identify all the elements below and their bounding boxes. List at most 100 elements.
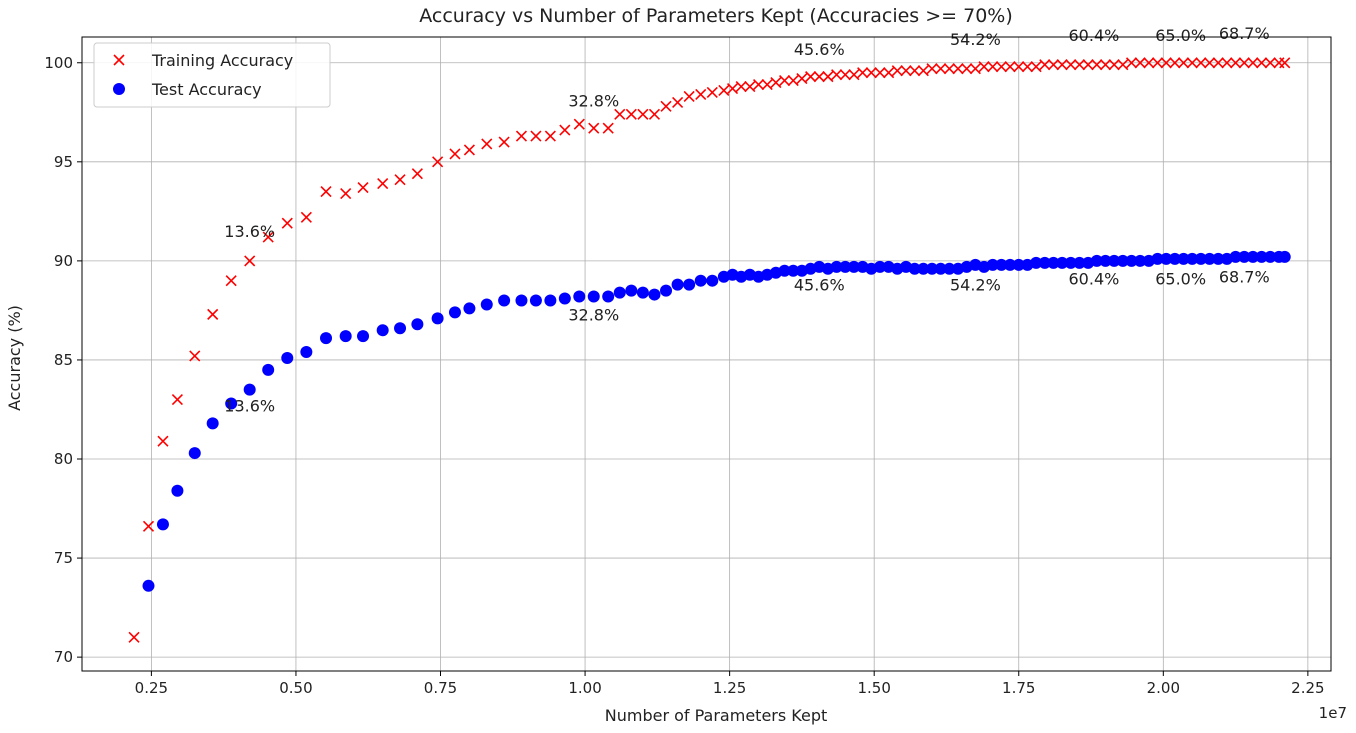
training-accuracy-point (891, 65, 903, 77)
training-accuracy-point (530, 130, 542, 142)
training-accuracy-point (883, 67, 895, 79)
y-tick-label: 70 (54, 648, 73, 666)
training-accuracy-point (544, 130, 556, 142)
annotation-label: 45.6% (794, 40, 845, 59)
test-accuracy-point (1278, 250, 1291, 263)
test-accuracy-point (411, 318, 424, 331)
training-accuracy-point (865, 67, 877, 79)
test-accuracy-point (1238, 250, 1251, 263)
annotation-label: 54.2% (950, 30, 1001, 49)
training-accuracy-point (787, 75, 799, 87)
training-accuracy-point (225, 275, 237, 287)
test-accuracy-point (357, 330, 370, 343)
legend-label-test: Test Accuracy (151, 80, 262, 99)
training-accuracy-point (1125, 57, 1138, 69)
training-accuracy-point (602, 122, 614, 134)
training-accuracy-point (588, 122, 600, 134)
test-accuracy-point (587, 290, 600, 303)
training-accuracy-point (320, 185, 332, 198)
training-accuracy-point (839, 69, 851, 81)
x-tick-label: 2.25 (1291, 679, 1324, 697)
training-accuracy-point (1047, 59, 1060, 71)
test-accuracy-point (1099, 254, 1112, 267)
x-tick-label: 0.25 (135, 679, 168, 697)
test-accuracy-point (300, 346, 313, 359)
test-accuracy-point (830, 260, 843, 273)
y-tick-label: 75 (54, 549, 73, 567)
test-accuracy-point (917, 262, 930, 275)
training-accuracy-point (1117, 59, 1129, 71)
plot-frame (81, 36, 1332, 672)
training-accuracy-point (752, 78, 765, 91)
training-accuracy-point (1264, 57, 1276, 69)
training-accuracy-point (995, 61, 1007, 73)
test-accuracy-point (847, 260, 860, 273)
test-accuracy-point (1030, 256, 1043, 269)
training-accuracy-point (449, 148, 461, 160)
training-accuracy-point (943, 63, 955, 75)
training-accuracy-point (1056, 59, 1068, 71)
test-accuracy-point (1255, 250, 1268, 263)
test-accuracy-point (339, 330, 352, 343)
training-accuracy-point (761, 78, 773, 91)
test-accuracy-point (558, 292, 571, 305)
training-accuracy-point (900, 65, 912, 77)
training-accuracy-point (1091, 59, 1103, 71)
y-axis-label: Accuracy (%) (5, 305, 24, 411)
grid (82, 37, 1331, 671)
test-accuracy-point (908, 262, 921, 275)
legend: Training Accuracy Test Accuracy (93, 42, 331, 108)
training-accuracy-point (935, 63, 947, 75)
training-accuracy-point (357, 182, 369, 194)
test-accuracy-point (573, 290, 586, 303)
training-accuracy-point (744, 80, 756, 93)
test-accuracy-point (1212, 252, 1225, 265)
training-accuracy-point (281, 217, 293, 229)
test-accuracy-point (926, 262, 939, 275)
test-accuracy-point (448, 306, 461, 319)
training-accuracy-point (770, 77, 782, 89)
training-accuracy-point (207, 308, 219, 320)
test-accuracy-point (1038, 256, 1051, 269)
test-accuracy-point (660, 284, 673, 297)
training-accuracy-point (1108, 59, 1120, 71)
test-accuracy-point (625, 284, 638, 297)
training-accuracy-point (909, 65, 921, 77)
test-accuracy-point (694, 274, 707, 287)
test-accuracy-point (986, 258, 999, 271)
test-accuracy-point (648, 288, 661, 301)
training-accuracy-point (171, 394, 183, 406)
annotation-label: 60.4% (1069, 26, 1120, 45)
training-accuracy-point (1230, 57, 1242, 69)
training-accuracy-point (157, 435, 169, 447)
annotation-label: 65.0% (1155, 26, 1206, 45)
test-accuracy-point (1125, 254, 1138, 267)
test-accuracy-point (480, 298, 493, 311)
legend-label-training: Training Accuracy (151, 51, 293, 70)
test-accuracy-point (873, 260, 886, 273)
training-accuracy-point (515, 130, 528, 142)
test-accuracy-point (1090, 254, 1103, 267)
training-accuracy-point (411, 168, 423, 180)
training-accuracy-point (1221, 57, 1233, 69)
test-accuracy-point (1177, 252, 1190, 265)
test-accuracy-point (1264, 250, 1277, 263)
x-tick-label: 1.25 (713, 679, 746, 697)
axis-ticks: 0.25 0.50 0.75 1.00 1.25 1.50 1.75 2.00 2.25 70 75… (44, 54, 1324, 697)
training-accuracy-point (394, 174, 406, 186)
test-accuracy-point (1160, 252, 1173, 265)
test-accuracy-point (1134, 254, 1147, 267)
training-accuracy-point (1082, 59, 1094, 71)
training-accuracy-point (735, 80, 747, 93)
training-accuracy-point (262, 231, 274, 243)
test-accuracy-point (671, 278, 684, 291)
training-accuracy-point (498, 136, 510, 148)
training-accuracy-point (1073, 59, 1086, 71)
training-accuracy-point (926, 63, 938, 75)
training-accuracy-point (706, 86, 718, 99)
annotation-label: 45.6% (794, 276, 845, 295)
legend-marker-test (113, 83, 125, 95)
chart-title: Accuracy vs Number of Parameters Kept (A… (419, 5, 1013, 27)
training-accuracy-point (648, 108, 661, 120)
